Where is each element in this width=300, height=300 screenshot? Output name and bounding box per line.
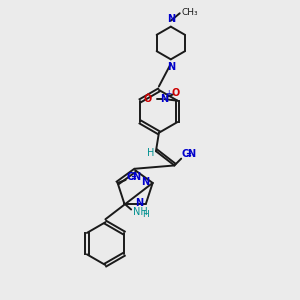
Text: N: N — [167, 14, 175, 24]
Text: O: O — [172, 88, 180, 98]
Text: H: H — [147, 148, 154, 158]
Text: N: N — [136, 198, 144, 208]
Text: C: C — [181, 149, 188, 159]
Text: O: O — [144, 94, 152, 103]
Text: CH₃: CH₃ — [181, 8, 198, 17]
Text: N: N — [141, 177, 149, 187]
Text: NH: NH — [133, 207, 148, 217]
Text: N: N — [187, 149, 195, 159]
Text: +: + — [165, 89, 171, 98]
Text: N: N — [132, 172, 140, 182]
Text: N: N — [167, 62, 175, 72]
Text: N: N — [160, 94, 169, 104]
Text: H: H — [142, 210, 149, 219]
Text: C: C — [127, 172, 134, 182]
Text: -: - — [147, 89, 149, 98]
